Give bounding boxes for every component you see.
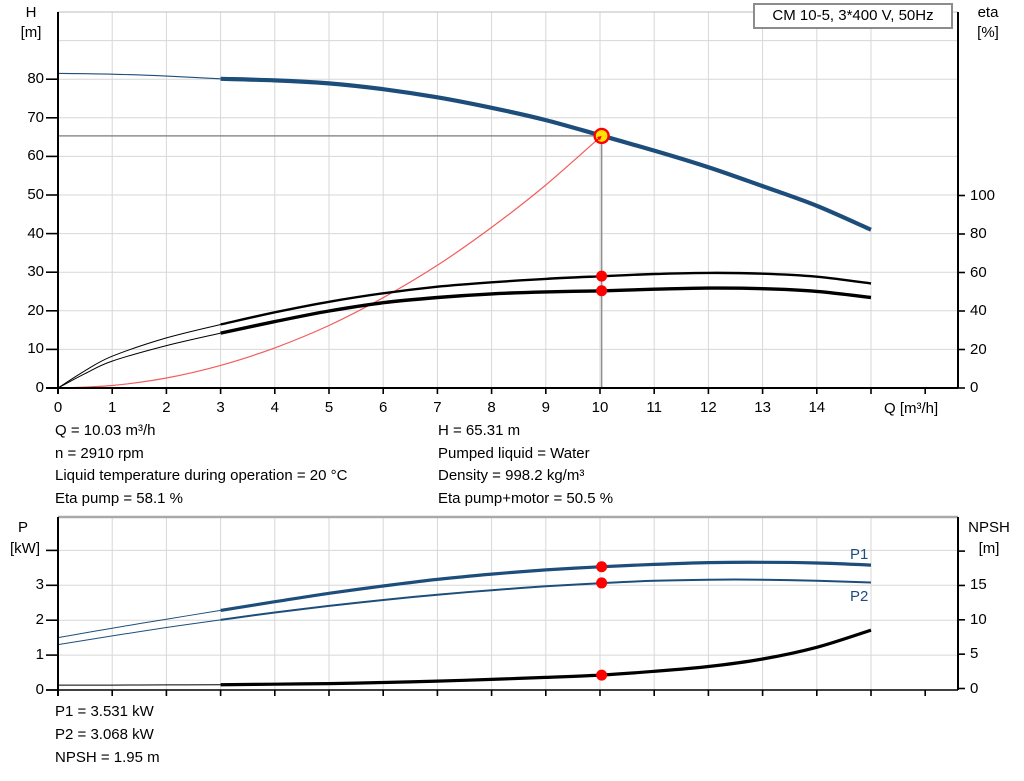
- eta-pump-motor-curve: [220, 286, 872, 335]
- axes: [46, 12, 965, 394]
- h-tick-label: 0: [35, 379, 44, 396]
- operating-value-dot: [596, 270, 608, 282]
- p-axis-unit-label: [kW]: [10, 540, 40, 557]
- p-axis-title: P: [17, 519, 28, 536]
- eta-pump-text: Eta pump = 58.1 %: [55, 490, 183, 507]
- eta-tick-label: 80: [970, 225, 987, 242]
- gridlines: [58, 515, 958, 690]
- eta-tick-label: 40: [970, 302, 987, 319]
- eta-pump-curve-lowflow: [57, 324, 221, 389]
- eta-axis-title: eta: [977, 4, 999, 21]
- density-text: Density = 998.2 kg/m³: [438, 467, 585, 484]
- p2-value-text: P2 = 3.068 kW: [55, 726, 154, 743]
- operating-value-dot: [596, 577, 608, 589]
- h-tick-label: 50: [27, 186, 44, 203]
- h-tick-label: 40: [27, 224, 44, 242]
- operating-value-dot: [596, 561, 608, 573]
- duty-flow-text: Q = 10.03 m³/h: [55, 422, 156, 439]
- gridlines: [58, 11, 958, 388]
- liquid-temp-text: Liquid temperature during operation = 20…: [55, 467, 348, 484]
- q-tick-label: 11: [646, 399, 662, 416]
- h-axis-title: H: [25, 4, 37, 21]
- npsh-tick-label: 0: [970, 679, 979, 697]
- operating-value-dot: [596, 285, 608, 297]
- head-efficiency-chart: [46, 11, 965, 394]
- pump-model-badge: CM 10-5, 3*400 V, 50Hz: [753, 3, 953, 29]
- eta-tick-label: 100: [970, 186, 996, 204]
- head-curve: [220, 76, 872, 232]
- p1-curve: [220, 560, 872, 613]
- npsh-axis-unit-label: [m]: [978, 540, 1000, 557]
- q-tick-label: 6: [379, 399, 388, 416]
- q-tick-label: 9: [541, 399, 550, 416]
- h-tick-label: 70: [27, 108, 44, 126]
- eta-pump-motor-text: Eta pump+motor = 50.5 %: [438, 490, 614, 507]
- npsh-value-text: NPSH = 1.95 m: [55, 749, 160, 766]
- q-tick-label: 4: [270, 399, 279, 416]
- h-tick-label: 80: [27, 70, 44, 88]
- p1-value-text: P1 = 3.531 kW: [55, 703, 154, 720]
- duty-point-marker[interactable]: [593, 127, 610, 145]
- pumped-liquid-text: Pumped liquid = Water: [438, 445, 590, 462]
- q-axis-label: Q [m³/h]: [884, 400, 939, 417]
- system-curve: [57, 135, 602, 389]
- p-tick-label: 2: [35, 611, 44, 629]
- q-tick-label: 8: [487, 399, 496, 416]
- npsh-tick-label: 10: [970, 610, 987, 628]
- h-axis-unit-label: [m]: [20, 24, 42, 41]
- p2-curve: [220, 578, 872, 621]
- eta-tick-label: 20: [970, 340, 987, 358]
- q-tick-label: 0: [53, 399, 63, 416]
- q-tick-label: 14: [808, 399, 826, 416]
- duty-crosshair: [58, 135, 603, 388]
- q-tick-label: 13: [754, 399, 771, 416]
- q-tick-label: 2: [162, 399, 171, 416]
- q-tick-label: 10: [591, 399, 609, 416]
- eta-axis-unit-label: [%]: [977, 24, 999, 41]
- p2-curve-lowflow: [57, 619, 221, 646]
- eta-pump-curve: [220, 271, 872, 326]
- npsh-tick-label: 15: [970, 576, 987, 594]
- p1-curve-lowflow: [57, 609, 221, 639]
- p-tick-label: 1: [35, 646, 44, 664]
- q-tick-label: 1: [108, 399, 117, 416]
- h-tick-label: 20: [27, 301, 44, 319]
- eta-pump-motor-curve-lowflow: [57, 332, 221, 389]
- eta-tick-label: 0: [970, 379, 979, 396]
- speed-text: n = 2910 rpm: [55, 445, 144, 462]
- h-tick-label: 10: [27, 340, 44, 358]
- h-tick-label: 30: [27, 263, 44, 281]
- p-tick-label: 3: [35, 576, 44, 594]
- q-tick-label: 7: [433, 399, 442, 416]
- p1-curve-label: P1: [850, 546, 869, 563]
- p-tick-label: 0: [35, 681, 44, 698]
- duty-head-text: H = 65.31 m: [438, 422, 521, 439]
- npsh-axis-title: NPSH: [968, 519, 1010, 536]
- npsh-curve: [220, 628, 872, 687]
- q-tick-label: 12: [700, 399, 717, 416]
- h-tick-label: 60: [27, 147, 44, 165]
- q-tick-label: 5: [324, 399, 334, 416]
- axes: [46, 517, 965, 696]
- eta-tick-label: 60: [970, 263, 987, 281]
- q-tick-label: 3: [216, 399, 225, 416]
- power-npsh-chart: [46, 515, 965, 696]
- p2-curve-label: P2: [850, 588, 869, 605]
- operating-value-dot: [596, 669, 608, 681]
- npsh-tick-label: 5: [970, 645, 979, 663]
- head-curve-lowflow: [57, 72, 221, 80]
